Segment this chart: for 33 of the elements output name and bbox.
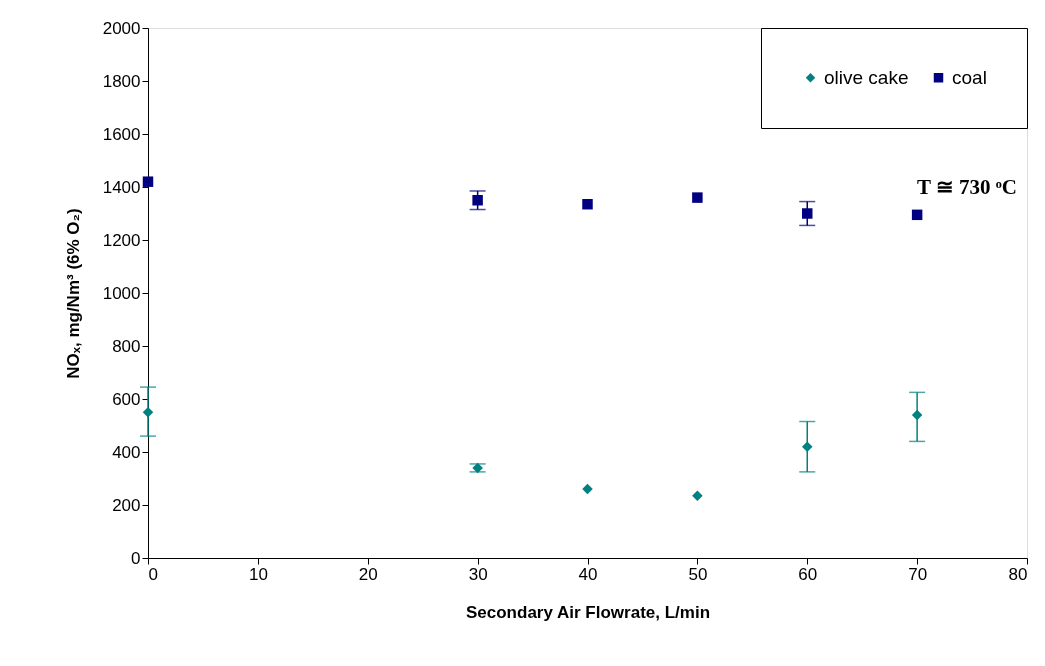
point [911, 209, 923, 221]
point [692, 490, 703, 501]
legend-label: coal [952, 66, 987, 88]
point [582, 198, 593, 210]
y-tick-label: 600 [112, 389, 141, 409]
y-tick-label: 2000 [102, 18, 141, 38]
point [582, 483, 593, 495]
y-tick-label: 1000 [102, 283, 141, 303]
x-tick-label: 30 [468, 564, 488, 584]
x-tick-label: 40 [578, 564, 598, 584]
y-tick-label: 200 [112, 495, 141, 515]
point [142, 176, 154, 187]
y-tick-label: 1800 [102, 71, 141, 91]
y-tick-label: 800 [112, 336, 141, 356]
annotation: T ≅ 730 ᵒC [916, 175, 1017, 199]
y-tick-label: 1200 [102, 230, 141, 250]
y-tick-label: 400 [112, 442, 141, 462]
point [802, 208, 813, 219]
x-tick-label: 10 [248, 564, 268, 584]
y-tick-label: 0 [131, 548, 141, 568]
y-axis-title: NOₓ, mg/Nm³ (6% O₂) [63, 208, 83, 379]
point [472, 195, 483, 206]
x-tick-label: 0 [148, 564, 158, 584]
x-tick-label: 80 [1008, 564, 1028, 584]
x-tick-label: 60 [798, 564, 818, 584]
y-tick-label: 1600 [102, 124, 141, 144]
point [692, 192, 703, 203]
y-tick-label: 1400 [102, 177, 141, 197]
legend-label: olive cake [824, 66, 909, 88]
x-tick-label: 50 [688, 564, 708, 584]
x-axis-title: Secondary Air Flowrate, L/min [465, 602, 711, 622]
x-tick-label: 70 [908, 564, 928, 584]
x-tick-label: 20 [358, 564, 378, 584]
